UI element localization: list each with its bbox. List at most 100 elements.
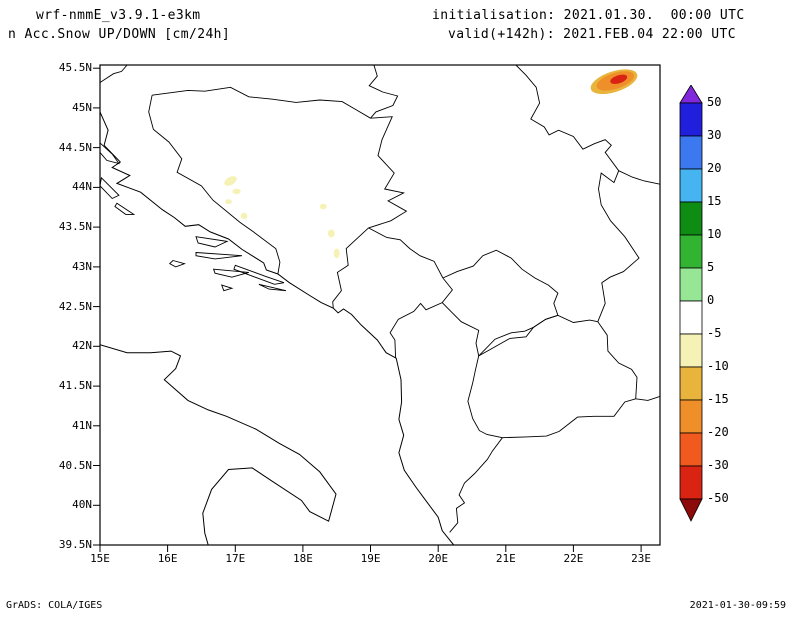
valid-time: valid(+142h): 2021.FEB.04 22:00 UTC [448,27,736,42]
island-vis [168,259,186,268]
border-serbia-bulgaria [597,170,640,322]
map-frame [99,64,661,546]
colorbar-level-label: 0 [707,293,715,307]
border-croatia-bosnia-west [148,95,281,275]
border-montenegro-albania [389,302,443,359]
border-montenegro-serbia [368,227,444,279]
border-macedonia-bulgaria [597,321,638,399]
snow-patch [224,176,237,186]
grads-credit: GrADS: COLA/IGES [6,600,103,611]
colorbar-arrow-bottom [679,498,703,522]
lon-axis-label: 19E [360,552,381,565]
colorbar-arrow-top [679,85,703,104]
lon-axis-label: 22E [563,552,584,565]
colorbar-level-label: -5 [707,326,722,340]
border-romania-bulgaria [618,170,660,185]
colorbar-segment [679,333,703,368]
lon-axis-label: 18E [292,552,313,565]
product-title: n Acc.Snow UP/DOWN [cm/24h] [8,27,231,42]
colorbar-level-label: 30 [707,128,722,142]
lat-axis-label: 44.5N [58,140,92,154]
colorbar-level-label: -50 [707,491,729,505]
island-brac [195,236,229,248]
model-title: wrf-nmmE_v3.9.1-e3km [36,8,201,23]
lat-axis-label: 41.5N [58,379,92,393]
colorbar-level-label: -30 [707,458,729,472]
coastline-italy [100,344,337,545]
border-albania-macedonia [467,355,503,439]
colorbar-segment [679,267,703,302]
snow-patch [232,188,241,195]
lat-axis-label: 41N [72,418,92,432]
lon-axis-label: 17E [225,552,246,565]
island-mljet [258,283,287,292]
island-korcula [212,268,249,278]
colorbar-segment [679,432,703,467]
lon-axis-label: 20E [428,552,449,565]
colorbar-segment [679,300,703,335]
border-macedonia-greece [502,398,636,439]
colorbar [679,85,703,522]
border-bosnia-north [152,86,371,119]
snow-shading [224,69,638,259]
colorbar-segment [679,366,703,401]
colorbar-level-label: -20 [707,425,729,439]
colorbar-level-label: -10 [707,359,729,373]
lat-axis-label: 42N [72,339,92,353]
colorbar-segment [679,201,703,236]
snow-patch [225,199,232,205]
colorbar-level-label: 15 [707,194,722,208]
lat-axis-label: 45.5N [58,61,92,75]
border-macedonia-serbia [478,314,598,357]
coastline-adriatic-east [100,111,455,545]
colorbar-segment [679,399,703,434]
lat-axis-label: 40.5N [58,458,92,472]
snow-patch [240,212,248,220]
colorbar-level-label: 50 [707,95,722,109]
border-albania-greece [449,437,503,533]
snow-patch [327,229,335,238]
colorbar-level-label: 5 [707,260,715,274]
island-lastovo [220,284,234,292]
map-canvas [93,64,661,552]
map-lines [100,65,660,545]
initialisation-time: initialisation: 2021.01.30. 00:00 UTC [432,8,745,23]
lat-axis-label: 44N [72,180,92,194]
lon-axis-label: 23E [631,552,651,565]
lat-axis-label: 39.5N [58,538,92,551]
lat-axis-label: 45N [72,100,92,114]
border-serbia-romania [515,65,620,171]
lon-axis-label: 21E [495,552,516,565]
border-bosnia-montenegro [332,227,369,309]
border-bulgaria-greece [635,395,660,401]
colorbar-segment [679,168,703,203]
snow-patch [319,203,327,210]
colorbar-level-label: 10 [707,227,722,241]
colorbar-segment [679,234,703,269]
snow-patch [333,248,340,259]
lat-axis-label: 43.5N [58,220,92,234]
lat-axis-label: 42.5N [58,299,92,313]
colorbar-level-label: -15 [707,392,729,406]
lat-axis-label: 43N [72,259,92,273]
colorbar-segment [679,135,703,170]
colorbar-segment [679,465,703,500]
island-peljesac [233,264,285,285]
snow-patch [610,74,628,84]
lon-axis-label: 16E [157,552,178,565]
lon-axis-label: 15E [90,552,110,565]
island-dugi-otok [100,176,120,200]
creation-timestamp: 2021-01-30-09:59 [689,600,786,611]
border-slovenia-croatia [100,65,128,83]
island-kornati [114,202,136,215]
lat-axis-label: 40N [72,498,92,512]
border-bosnia-serbia-drina [368,116,408,229]
border-croatia-serbia [368,65,399,119]
colorbar-segment [679,102,703,137]
island-hvar [195,252,243,260]
island-pag [100,142,120,165]
colorbar-level-label: 20 [707,161,722,175]
axis-ticks [93,67,642,552]
border-kosovo [441,249,559,357]
